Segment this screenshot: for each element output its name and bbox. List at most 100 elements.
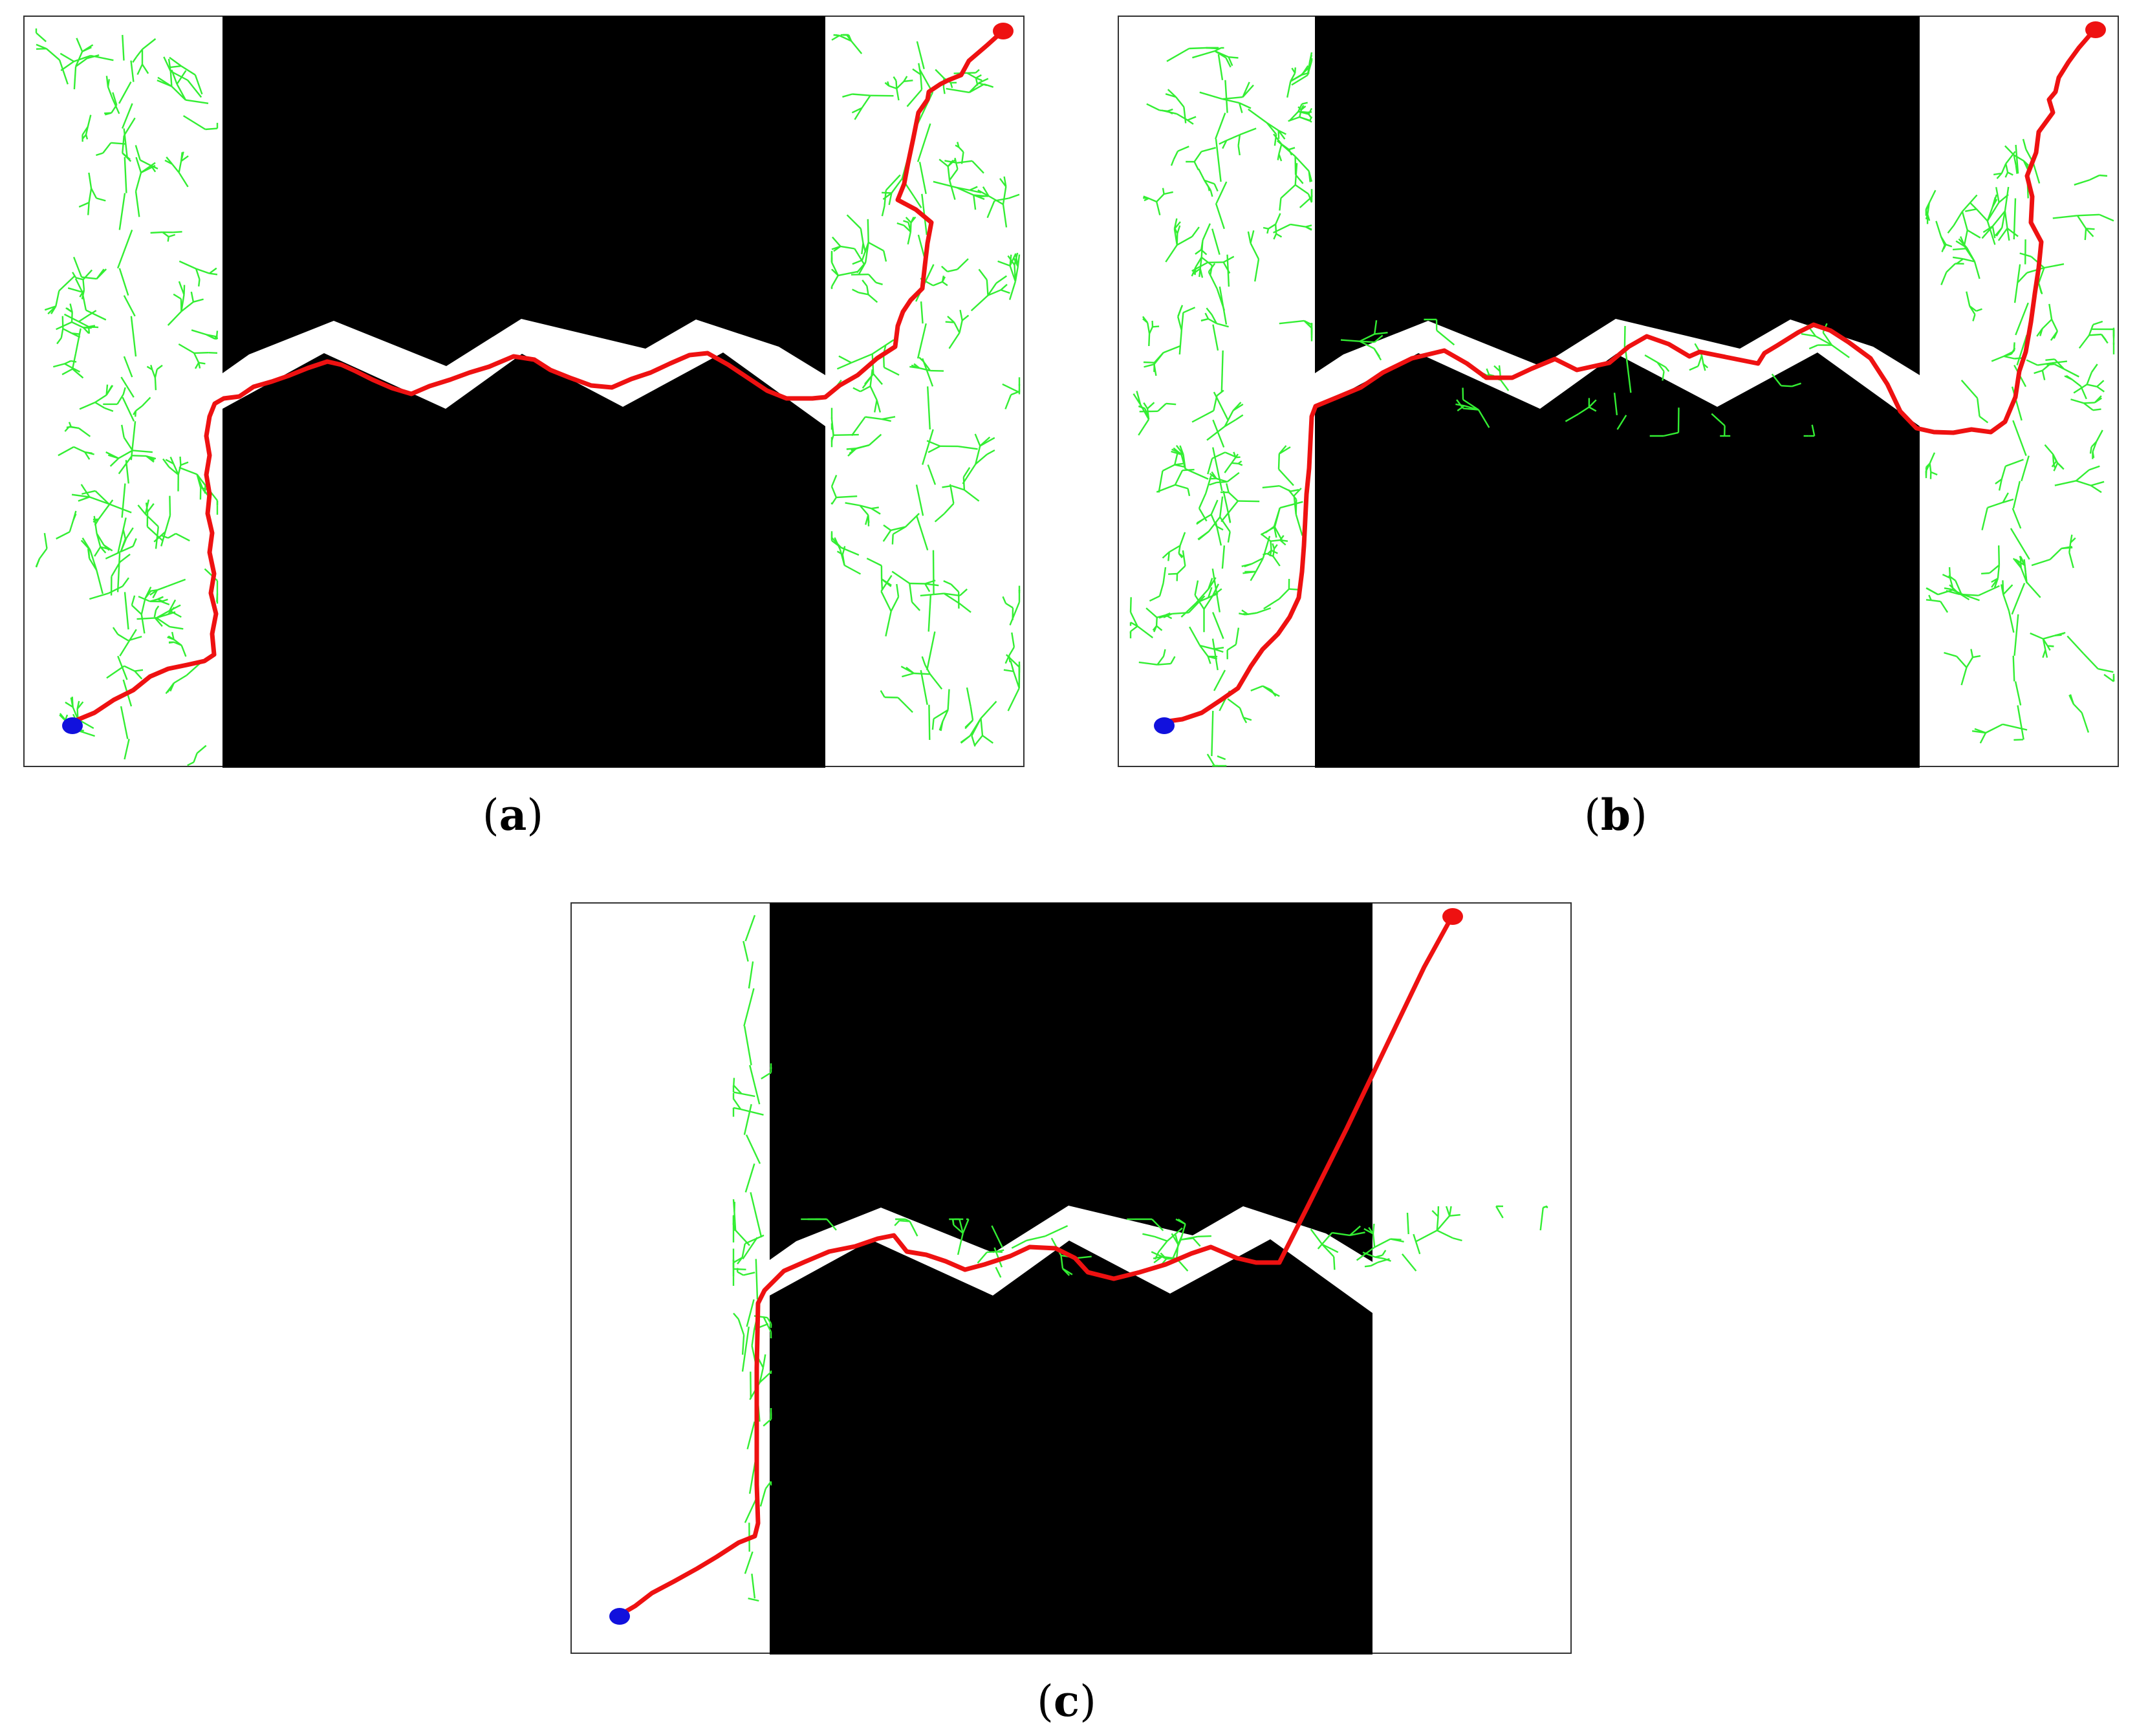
tree-edge [1175, 1218, 1186, 1225]
tree-edge [2016, 334, 2028, 365]
tree-edge [847, 448, 857, 457]
tree-edge [1255, 558, 1264, 572]
tree-edge [1294, 67, 1296, 74]
tree-edge [1138, 661, 1158, 666]
tree-edge [986, 449, 995, 455]
tree-edge [146, 526, 164, 541]
tree-edge [111, 104, 118, 114]
tree-edge [966, 72, 977, 79]
tree-edge [1273, 223, 1291, 233]
tree-edge [1060, 1255, 1064, 1269]
tree-edge [1271, 549, 1278, 554]
tree-edge [966, 687, 971, 707]
tree-edge [1144, 363, 1155, 368]
tree-edge [124, 157, 127, 193]
tree-edge [78, 730, 95, 737]
panel-a [23, 16, 1025, 768]
tree-edge [173, 463, 179, 475]
tree-edge [2011, 583, 2026, 615]
tree-edge [896, 583, 900, 597]
tree-edge [951, 484, 965, 491]
tree-edge [2032, 162, 2041, 184]
tree-edge [959, 309, 963, 321]
tree-edge [1288, 147, 1296, 151]
tree-edge [978, 268, 988, 281]
tree-edge [196, 744, 207, 754]
tree-edge [741, 1334, 745, 1355]
tree-edge [179, 466, 198, 475]
tree-edge [1436, 329, 1455, 346]
tree-edge [1208, 318, 1217, 325]
tree-edge [1307, 111, 1312, 113]
tree-edge [1152, 625, 1158, 631]
tree-edge [1254, 259, 1260, 282]
tree-edge [1162, 649, 1166, 656]
caption-a-open: ( [482, 790, 499, 840]
tree-edge [1194, 594, 1205, 610]
tree-edge [1301, 72, 1310, 76]
tree-edge [947, 268, 958, 273]
tree-edge [1281, 143, 1290, 151]
tree-edge [136, 617, 157, 620]
tree-edge [1237, 462, 1243, 466]
tree-edge [960, 151, 964, 164]
tree-edge [888, 193, 893, 205]
tree-edge [750, 1371, 752, 1399]
tree-edge [1194, 580, 1199, 596]
tree-edge [2034, 369, 2043, 374]
tree-edge [1165, 93, 1177, 98]
tree-edge [929, 673, 943, 690]
tree-edge [1196, 518, 1204, 525]
tree-edge [1208, 271, 1218, 290]
panel-c-search-tree [732, 915, 1548, 1602]
tree-edge [72, 514, 77, 521]
tree-edge [1979, 732, 1987, 744]
tree-edge [2054, 633, 2065, 636]
tree-edge [1147, 322, 1151, 334]
tree-edge [1215, 525, 1224, 531]
tree-edge [35, 558, 41, 568]
tree-edge [1938, 589, 1954, 596]
tree-edge [1262, 485, 1280, 489]
tree-edge [893, 76, 897, 81]
tree-edge [1188, 595, 1206, 614]
tree-edge [1448, 1206, 1452, 1216]
tree-edge [1011, 632, 1015, 647]
tree-edge [909, 583, 913, 602]
tree-edge [913, 195, 922, 208]
tree-edge [72, 272, 77, 279]
tree-edge [2073, 384, 2088, 394]
tree-edge [1171, 1239, 1182, 1261]
tree-edge [85, 451, 94, 455]
tree-edge [194, 74, 203, 94]
tree-edge [749, 1065, 761, 1105]
tree-edge [1209, 481, 1217, 486]
caption-c-close: ) [1079, 1676, 1096, 1726]
tree-edge [45, 48, 60, 61]
tree-edge [923, 361, 931, 371]
tree-edge [1202, 514, 1212, 520]
tree-edge [1359, 333, 1375, 342]
tree-edge [1977, 398, 1980, 417]
tree-edge [1589, 406, 1597, 412]
tree-edge [1164, 191, 1173, 195]
tree-edge [1295, 174, 1304, 184]
tree-edge [1210, 499, 1219, 515]
tree-edge [1275, 213, 1281, 225]
tree-edge [1153, 352, 1164, 363]
tree-edge [1226, 644, 1237, 651]
tree-edge [116, 229, 133, 269]
tree-edge [47, 305, 57, 315]
tree-edge [1162, 188, 1165, 195]
tree-edge [903, 220, 909, 224]
tree-edge [1962, 258, 1975, 263]
tree-edge [1210, 514, 1217, 527]
tree-edge [846, 34, 852, 42]
tree-edge [171, 85, 186, 101]
tree-edge [132, 450, 153, 453]
tree-edge [141, 63, 149, 74]
tree-edge [146, 455, 157, 460]
tree-edge [871, 506, 879, 510]
tree-edge [1993, 172, 2002, 176]
tree-edge [851, 40, 863, 54]
